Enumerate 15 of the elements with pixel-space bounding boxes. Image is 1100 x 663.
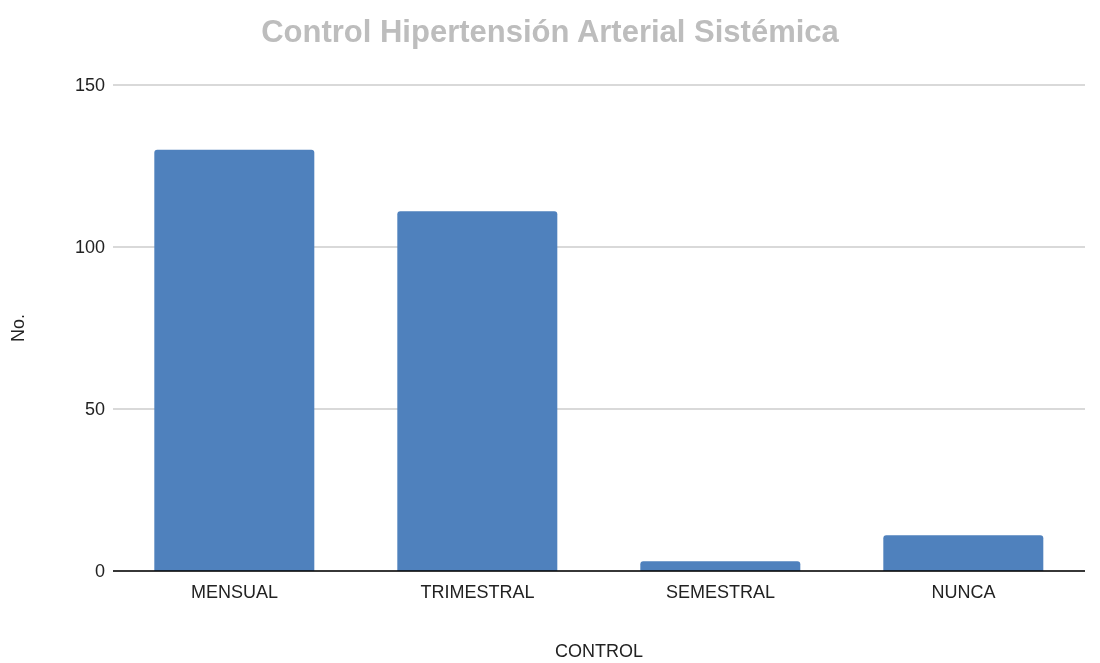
y-tick-label: 150 <box>74 75 105 96</box>
x-axis-title: CONTROL <box>554 641 644 661</box>
bar <box>883 535 1044 571</box>
bar <box>397 211 558 571</box>
x-tick-label: NUNCA <box>931 581 996 602</box>
chart-title: Control Hipertensión Arterial Sistémica <box>260 14 840 50</box>
y-axis-title: No. <box>8 313 29 343</box>
x-tick-label: MENSUAL <box>190 581 279 602</box>
x-tick-label: TRIMESTRAL <box>420 581 535 602</box>
y-tick-label: 0 <box>94 561 105 582</box>
x-tick-label: SEMESTRAL <box>665 581 776 602</box>
bar <box>154 149 315 571</box>
y-tick-label: 100 <box>74 237 105 258</box>
bar <box>640 561 801 571</box>
y-tick-label: 50 <box>84 399 105 420</box>
